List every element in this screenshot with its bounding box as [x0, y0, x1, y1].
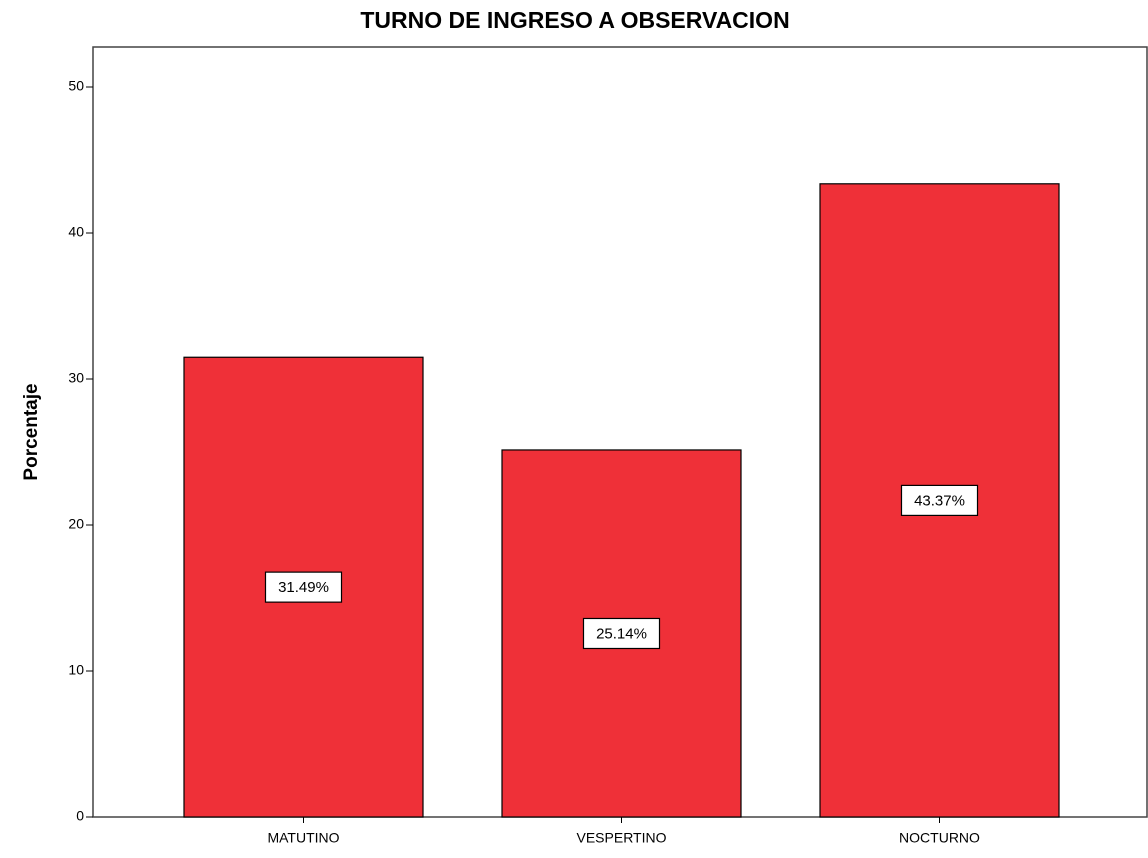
value-label-box	[264, 571, 343, 603]
y-tick-label: 10	[68, 662, 84, 678]
chart-title: TURNO DE INGRESO A OBSERVACION	[360, 7, 789, 33]
x-tick-label: NOCTURNO	[899, 830, 980, 846]
y-tick-label: 50	[68, 78, 84, 94]
value-label: 25.14%	[596, 625, 647, 642]
value-label-box	[900, 484, 979, 517]
x-tick-label: MATUTINO	[267, 830, 339, 846]
y-tick-label: 30	[68, 370, 84, 386]
x-tick-label: VESPERTINO	[577, 830, 667, 846]
y-axis-label: Porcentaje	[21, 383, 42, 480]
y-tick-label: 0	[76, 808, 84, 824]
y-tick-label: 20	[68, 516, 84, 532]
y-tick-label: 40	[68, 224, 84, 240]
value-label-box	[582, 617, 661, 650]
value-label: 31.49%	[278, 579, 329, 596]
value-label: 43.37%	[914, 492, 965, 509]
